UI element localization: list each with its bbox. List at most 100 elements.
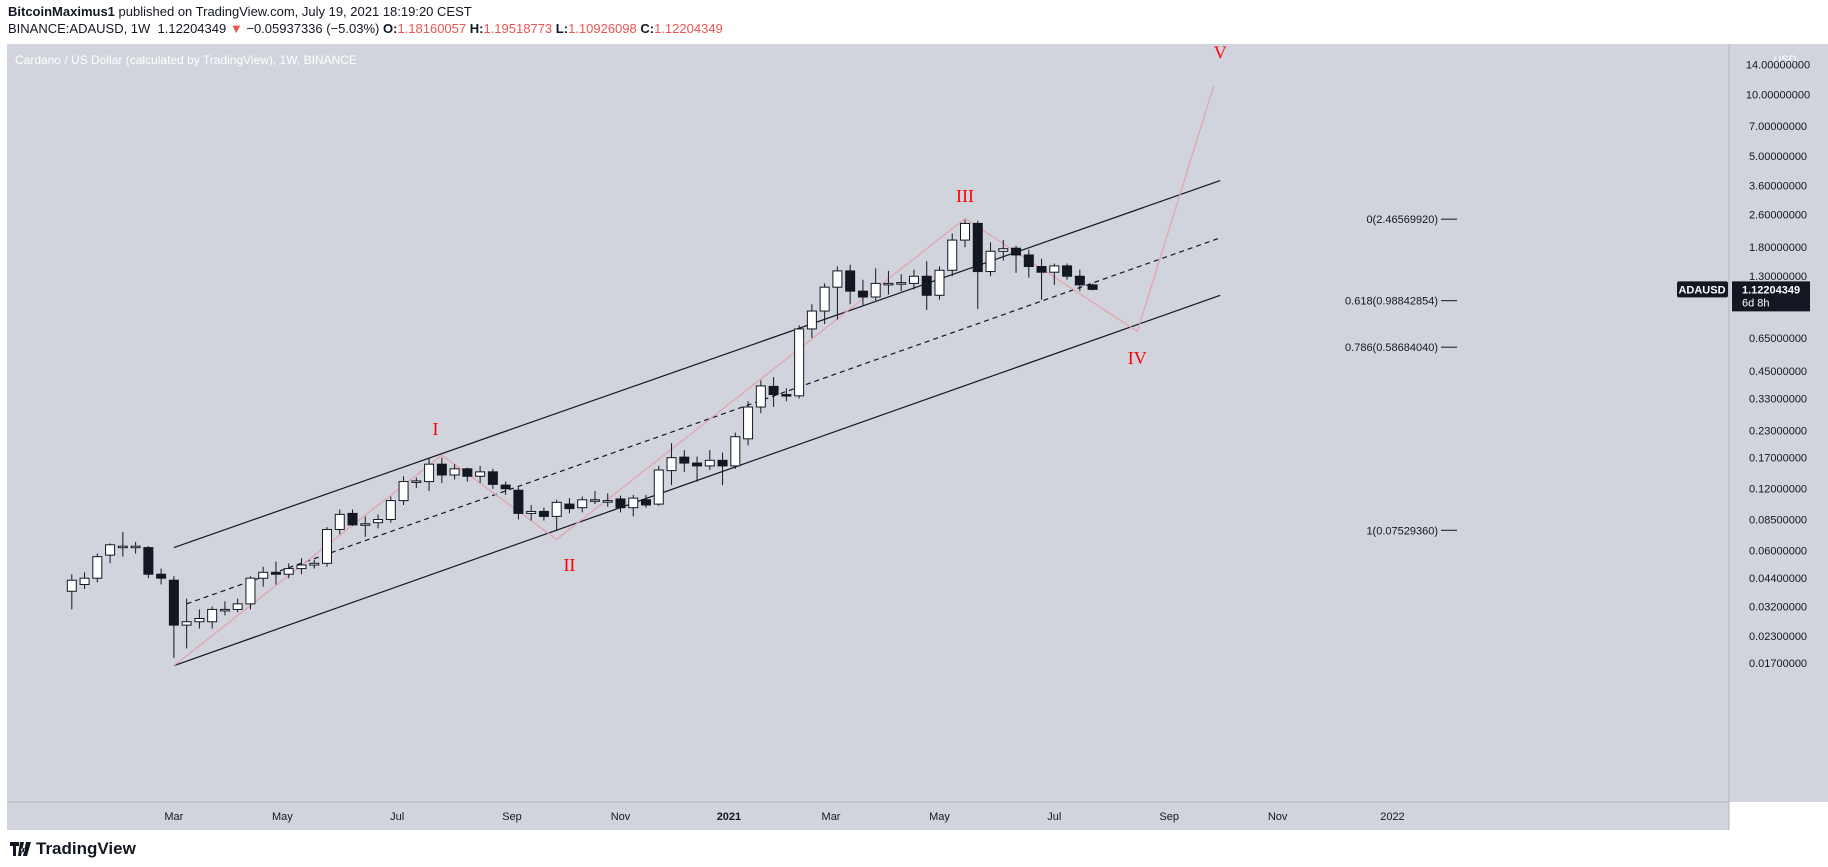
candle bbox=[1074, 269, 1085, 292]
candle-body-up bbox=[589, 499, 600, 502]
candle bbox=[883, 270, 894, 295]
candle-body-down bbox=[679, 456, 690, 464]
y-tick-label: 0.12000000 bbox=[1749, 484, 1807, 496]
down-arrow-icon: ▼ bbox=[229, 21, 243, 36]
candle bbox=[424, 457, 435, 491]
candle bbox=[947, 233, 958, 277]
time-axis[interactable] bbox=[7, 802, 1729, 830]
candle-body-up bbox=[806, 310, 817, 330]
channel-line-upper bbox=[173, 180, 1221, 549]
candle-body-up bbox=[283, 568, 294, 575]
y-tick-label: 2.60000000 bbox=[1749, 209, 1807, 221]
candle bbox=[832, 266, 843, 320]
candle-body-up bbox=[819, 286, 830, 312]
candle bbox=[385, 496, 396, 523]
y-tick-label: 0.06000000 bbox=[1749, 546, 1807, 558]
y-tick-label: 0.01700000 bbox=[1749, 658, 1807, 670]
candle-body-down bbox=[1074, 275, 1085, 286]
candle bbox=[845, 264, 856, 305]
candle-body-down bbox=[500, 484, 511, 490]
channel-line-middle bbox=[186, 237, 1221, 605]
x-axis-ticks: Mar May Jul Sep Nov 2021 Mar May Jul Sep Nov 2022 bbox=[164, 811, 1404, 823]
x-tick-label: Mar bbox=[822, 811, 841, 823]
candle-body-up bbox=[322, 528, 332, 564]
candle-body-up bbox=[207, 608, 218, 623]
fib-levels[interactable]: 0(2.46569920) 0.618(0.98842854) 0.786(0.58… bbox=[1345, 214, 1457, 537]
elliott-wave[interactable] bbox=[173, 85, 1215, 667]
candle-body-down bbox=[1087, 284, 1098, 290]
candle bbox=[704, 450, 715, 471]
candle bbox=[334, 509, 345, 535]
y-tick-label: 1.30000000 bbox=[1749, 271, 1807, 283]
candle bbox=[207, 606, 218, 629]
candle bbox=[347, 509, 358, 527]
candle bbox=[258, 566, 269, 587]
candle-body-down bbox=[692, 462, 703, 467]
y-tick-label: 0.33000000 bbox=[1749, 394, 1807, 406]
author-name[interactable]: BitcoinMaximus1 bbox=[8, 4, 115, 19]
candle-body-up bbox=[219, 608, 230, 612]
candle-body-up bbox=[704, 459, 715, 467]
candle-body-up bbox=[832, 270, 843, 288]
candle bbox=[168, 576, 179, 658]
candle-body-down bbox=[921, 275, 932, 296]
tradingview-logo-icon bbox=[10, 842, 32, 856]
candle bbox=[972, 220, 983, 310]
plot-area[interactable] bbox=[7, 44, 1729, 802]
candle-body-down bbox=[768, 385, 779, 396]
candle-body-down bbox=[564, 503, 575, 510]
candle-body-up bbox=[947, 239, 958, 271]
candle bbox=[896, 274, 907, 292]
y-axis-ticks: 14.00000000 10.00000000 7.00000000 5.000000… bbox=[1746, 59, 1810, 670]
candle-body-up bbox=[730, 436, 741, 467]
last-price: 1.12204349 bbox=[157, 21, 227, 36]
price-tag-value: 1.12204349 bbox=[1742, 284, 1800, 296]
candle-body-up bbox=[551, 501, 562, 517]
y-tick-label: 14.00000000 bbox=[1746, 59, 1810, 71]
candle-body-up bbox=[117, 545, 128, 549]
ohlc-line: BINANCE:ADAUSD, 1W 1.12204349 ▼ −0.05937… bbox=[8, 21, 723, 36]
candle bbox=[1036, 258, 1047, 300]
currency-label: USD bbox=[1773, 54, 1796, 66]
candle-body-down bbox=[845, 270, 856, 292]
candle-body-up bbox=[398, 481, 409, 502]
candle bbox=[487, 468, 498, 489]
low-label: L: bbox=[555, 21, 569, 36]
candle bbox=[309, 559, 320, 569]
candle-body-up bbox=[908, 275, 919, 284]
candle-body-down bbox=[972, 222, 983, 273]
candle bbox=[526, 504, 537, 521]
candle bbox=[462, 467, 473, 482]
close-label: C: bbox=[640, 21, 655, 36]
candle bbox=[857, 279, 868, 306]
tradingview-logo[interactable]: TradingView bbox=[10, 839, 136, 859]
x-tick-label: Nov bbox=[1268, 811, 1288, 823]
fib-level-label: 0.786(0.58684040) bbox=[1345, 342, 1438, 354]
candle-body-up bbox=[526, 510, 537, 514]
candle bbox=[679, 450, 690, 472]
candle bbox=[602, 493, 613, 507]
candle bbox=[117, 531, 128, 557]
close-value: 1.12204349 bbox=[654, 21, 723, 36]
candle bbox=[436, 457, 447, 483]
candle-body-up bbox=[130, 545, 141, 549]
symbol-tag-bg bbox=[1677, 281, 1728, 298]
candle-body-up bbox=[985, 250, 996, 273]
candle-body-up bbox=[960, 222, 970, 241]
candle bbox=[551, 499, 562, 531]
candle bbox=[806, 304, 817, 339]
candle bbox=[730, 432, 741, 469]
candle bbox=[538, 507, 549, 521]
y-tick-label: 5.00000000 bbox=[1749, 151, 1807, 163]
y-tick-label: 0.08500000 bbox=[1749, 514, 1807, 526]
candle-body-down bbox=[615, 498, 626, 509]
price-axis[interactable] bbox=[1729, 44, 1828, 802]
low-value: 1.10926098 bbox=[568, 21, 637, 36]
candle-body-down bbox=[538, 510, 549, 517]
open-label: O: bbox=[382, 21, 398, 36]
candle bbox=[921, 261, 932, 311]
candle-body-up bbox=[883, 282, 894, 286]
candle-body-up bbox=[66, 579, 77, 592]
